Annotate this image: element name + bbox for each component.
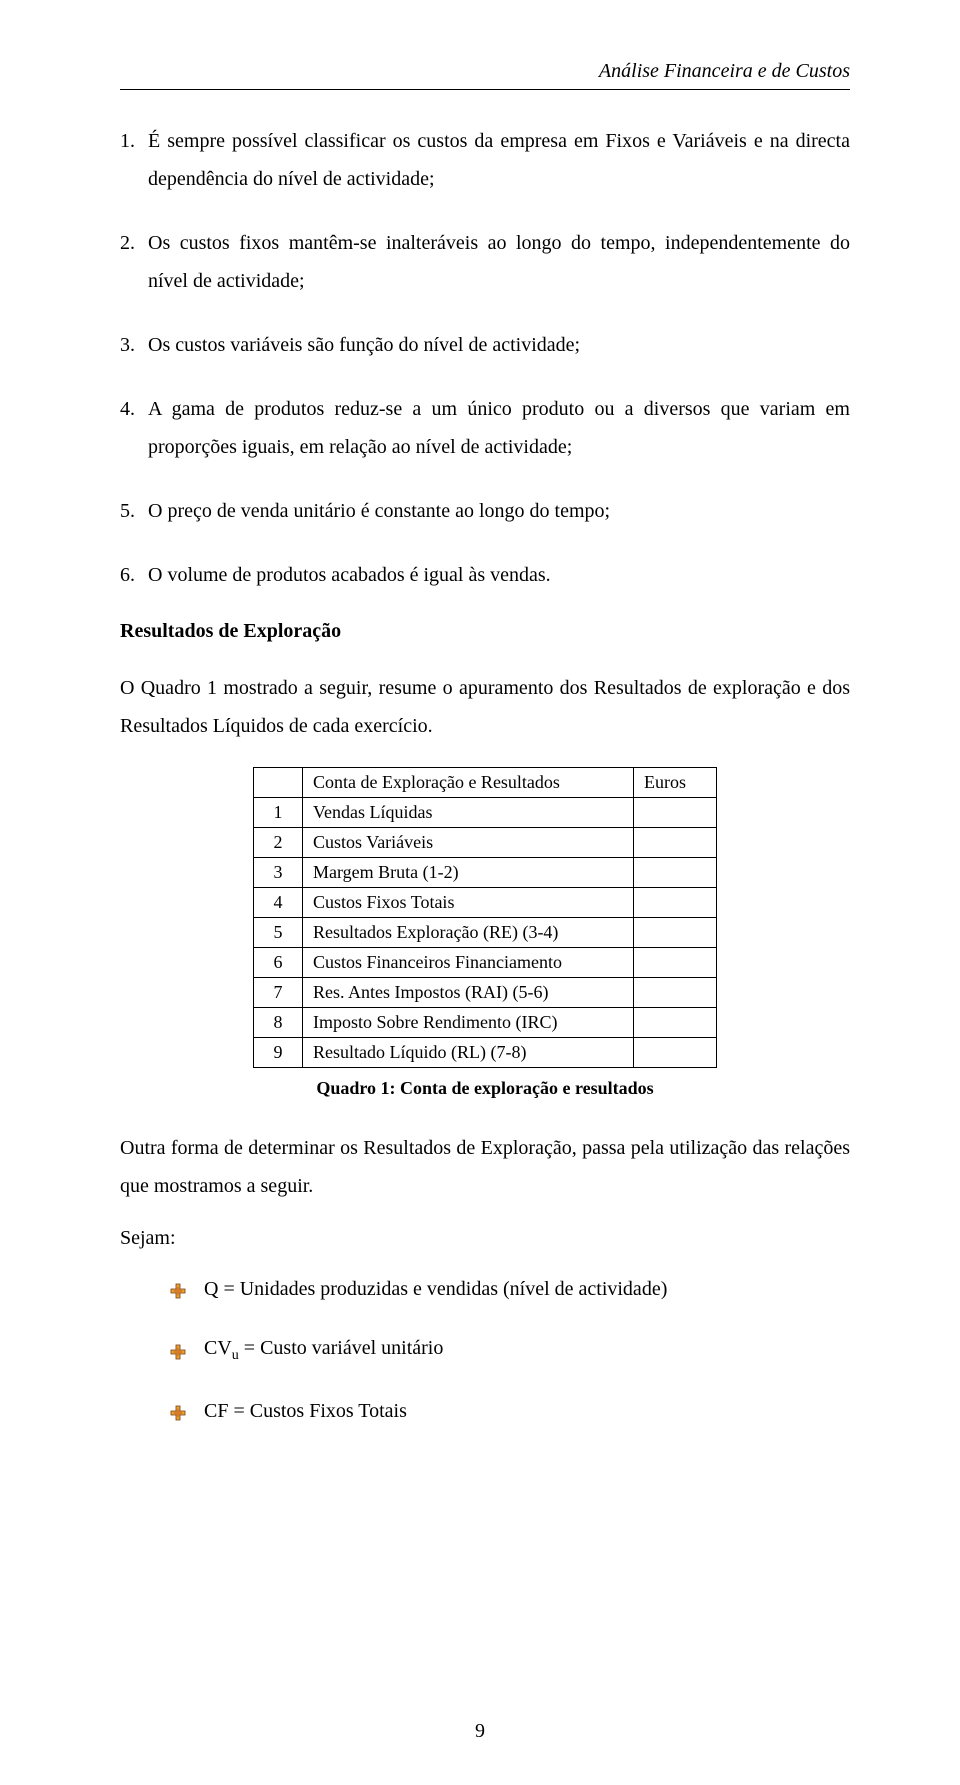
table-row: 2 Custos Variáveis xyxy=(254,828,717,858)
row-number: 2 xyxy=(254,828,303,858)
table-row: 4 Custos Fixos Totais xyxy=(254,888,717,918)
list-item: 4. A gama de produtos reduz-se a um únic… xyxy=(120,390,850,466)
row-euro xyxy=(634,1008,717,1038)
table-container: Conta de Exploração e Resultados Euros 1… xyxy=(120,767,850,1068)
list-number: 3. xyxy=(120,326,148,364)
row-euro xyxy=(634,798,717,828)
row-desc: Custos Fixos Totais xyxy=(303,888,634,918)
list-text: O preço de venda unitário é constante ao… xyxy=(148,492,850,530)
list-text: A gama de produtos reduz-se a um único p… xyxy=(148,390,850,466)
table-cell xyxy=(254,768,303,798)
list-text: É sempre possível classificar os custos … xyxy=(148,122,850,198)
row-number: 9 xyxy=(254,1038,303,1068)
row-desc: Res. Antes Impostos (RAI) (5-6) xyxy=(303,978,634,1008)
row-number: 4 xyxy=(254,888,303,918)
table-header-desc: Conta de Exploração e Resultados xyxy=(303,768,634,798)
row-desc: Custos Financeiros Financiamento xyxy=(303,948,634,978)
row-euro xyxy=(634,978,717,1008)
list-text: O volume de produtos acabados é igual às… xyxy=(148,556,850,594)
numbered-list: 1. É sempre possível classificar os cust… xyxy=(120,122,850,594)
bullet-item: Q = Unidades produzidas e vendidas (níve… xyxy=(170,1278,850,1301)
bullet-text-post: = Custo variável unitário xyxy=(239,1337,444,1359)
list-item: 6. O volume de produtos acabados é igual… xyxy=(120,556,850,594)
row-number: 5 xyxy=(254,918,303,948)
header-rule xyxy=(120,89,850,90)
table-header-row: Conta de Exploração e Resultados Euros xyxy=(254,768,717,798)
row-desc: Margem Bruta (1-2) xyxy=(303,858,634,888)
bullet-text-sub: u xyxy=(232,1348,239,1363)
sejam-label: Sejam: xyxy=(120,1227,850,1250)
table-row: 7 Res. Antes Impostos (RAI) (5-6) xyxy=(254,978,717,1008)
list-number: 1. xyxy=(120,122,148,198)
row-euro xyxy=(634,828,717,858)
bullet-text: Q = Unidades produzidas e vendidas (níve… xyxy=(204,1278,667,1301)
section-heading: Resultados de Exploração xyxy=(120,620,850,643)
list-number: 2. xyxy=(120,224,148,300)
row-number: 8 xyxy=(254,1008,303,1038)
row-number: 3 xyxy=(254,858,303,888)
row-number: 7 xyxy=(254,978,303,1008)
list-item: 1. É sempre possível classificar os cust… xyxy=(120,122,850,198)
plus-bullet-icon xyxy=(170,1282,186,1298)
table-row: 8 Imposto Sobre Rendimento (IRC) xyxy=(254,1008,717,1038)
row-euro xyxy=(634,1038,717,1068)
running-header: Análise Financeira e de Custos xyxy=(120,60,850,83)
bullet-text: CVu = Custo variável unitário xyxy=(204,1337,443,1364)
list-item: 2. Os custos fixos mantêm-se inalterávei… xyxy=(120,224,850,300)
row-number: 6 xyxy=(254,948,303,978)
page: Análise Financeira e de Custos 1. É semp… xyxy=(0,0,960,1785)
table-row: 9 Resultado Líquido (RL) (7-8) xyxy=(254,1038,717,1068)
list-text: Os custos variáveis são função do nível … xyxy=(148,326,850,364)
paragraph: O Quadro 1 mostrado a seguir, resume o a… xyxy=(120,669,850,745)
row-desc: Vendas Líquidas xyxy=(303,798,634,828)
plus-bullet-icon xyxy=(170,1343,186,1359)
table-row: 5 Resultados Exploração (RE) (3-4) xyxy=(254,918,717,948)
bullet-item: CVu = Custo variável unitário xyxy=(170,1337,850,1364)
row-desc: Resultados Exploração (RE) (3-4) xyxy=(303,918,634,948)
bullet-text: CF = Custos Fixos Totais xyxy=(204,1400,407,1423)
row-euro xyxy=(634,888,717,918)
plus-bullet-icon xyxy=(170,1404,186,1420)
table-caption: Quadro 1: Conta de exploração e resultad… xyxy=(120,1078,850,1099)
results-table: Conta de Exploração e Resultados Euros 1… xyxy=(253,767,717,1068)
list-item: 3. Os custos variáveis são função do nív… xyxy=(120,326,850,364)
row-desc: Imposto Sobre Rendimento (IRC) xyxy=(303,1008,634,1038)
table-row: 3 Margem Bruta (1-2) xyxy=(254,858,717,888)
row-euro xyxy=(634,858,717,888)
list-number: 4. xyxy=(120,390,148,466)
row-euro xyxy=(634,918,717,948)
table-row: 6 Custos Financeiros Financiamento xyxy=(254,948,717,978)
list-text: Os custos fixos mantêm-se inalteráveis a… xyxy=(148,224,850,300)
page-number: 9 xyxy=(0,1720,960,1743)
row-number: 1 xyxy=(254,798,303,828)
table-row: 1 Vendas Líquidas xyxy=(254,798,717,828)
list-item: 5. O preço de venda unitário é constante… xyxy=(120,492,850,530)
list-number: 6. xyxy=(120,556,148,594)
row-desc: Resultado Líquido (RL) (7-8) xyxy=(303,1038,634,1068)
bullet-item: CF = Custos Fixos Totais xyxy=(170,1400,850,1423)
list-number: 5. xyxy=(120,492,148,530)
bullet-text-pre: CV xyxy=(204,1337,232,1359)
table-header-euro: Euros xyxy=(634,768,717,798)
row-desc: Custos Variáveis xyxy=(303,828,634,858)
paragraph: Outra forma de determinar os Resultados … xyxy=(120,1129,850,1205)
row-euro xyxy=(634,948,717,978)
